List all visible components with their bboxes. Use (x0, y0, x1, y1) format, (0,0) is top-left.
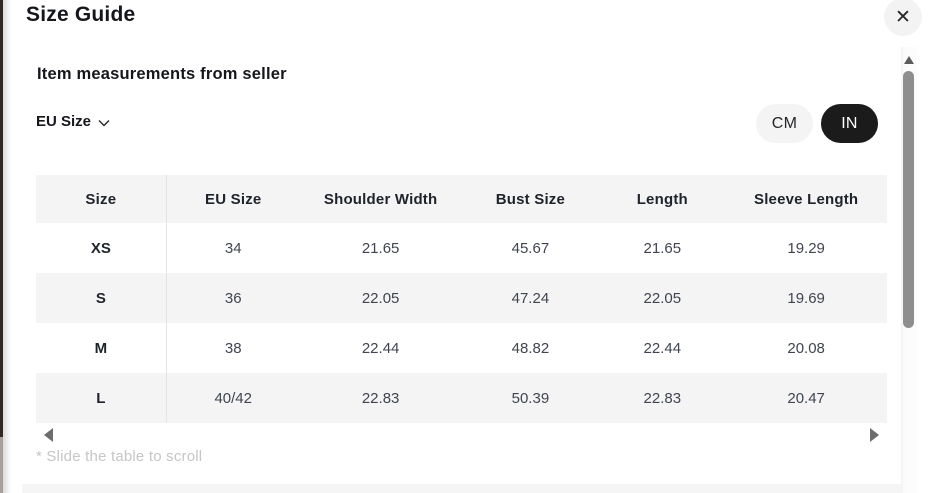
cell-eu-size: 40/42 (214, 389, 252, 407)
cell-sleeve-length: 19.29 (787, 239, 825, 257)
cell-bust-size: 48.82 (511, 339, 550, 357)
column-header-eu-size: EU Size (205, 190, 262, 208)
cell-bust-size: 47.24 (511, 289, 550, 307)
table-horizontal-scroll (36, 425, 887, 445)
size-system-dropdown[interactable]: EU Size (36, 113, 110, 130)
scroll-hint-text: * Slide the table to scroll (36, 448, 203, 465)
vertical-scrollbar[interactable] (901, 47, 917, 493)
cell-eu-size: 34 (224, 239, 242, 257)
cell-shoulder-width: 22.83 (361, 389, 400, 407)
cell-sleeve-length: 20.08 (787, 339, 825, 357)
size-table: Size EU Size Shoulder Width Bust Size Le… (36, 175, 887, 423)
page-backdrop-edge-lower (0, 437, 3, 493)
cell-sleeve-length: 19.69 (787, 289, 825, 307)
cell-shoulder-width: 21.65 (361, 239, 400, 257)
cm-toggle-button[interactable]: CM (756, 104, 813, 143)
cell-length: 22.05 (643, 289, 682, 307)
close-button[interactable]: ✕ (884, 0, 922, 36)
cell-length: 22.83 (643, 389, 682, 407)
cell-eu-size: 36 (224, 289, 242, 307)
cell-size: XS (36, 223, 167, 273)
cell-sleeve-length: 20.47 (787, 389, 825, 407)
table-row-s: S 36 22.05 47.24 22.05 19.69 (36, 273, 887, 323)
table-row-l: L 40/42 22.83 50.39 22.83 20.47 (36, 373, 887, 423)
in-toggle-button[interactable]: IN (821, 104, 878, 143)
cell-size: S (36, 273, 167, 323)
cell-bust-size: 45.67 (511, 239, 550, 257)
scroll-up-icon[interactable] (904, 56, 914, 64)
size-system-label: EU Size (36, 113, 92, 130)
next-section-edge (22, 484, 901, 493)
column-header-bust-size: Bust Size (495, 190, 566, 208)
table-row-m: M 38 22.44 48.82 22.44 20.08 (36, 323, 887, 373)
column-header-length: Length (636, 190, 688, 208)
cell-length: 22.44 (643, 339, 682, 357)
column-header-size: Size (36, 175, 167, 223)
chevron-down-icon (98, 119, 110, 126)
close-icon: ✕ (895, 6, 911, 28)
scroll-left-icon[interactable] (44, 428, 53, 442)
scrollbar-thumb[interactable] (903, 71, 914, 328)
modal-left-shadow (3, 0, 11, 493)
cell-bust-size: 50.39 (511, 389, 550, 407)
cell-shoulder-width: 22.05 (361, 289, 400, 307)
cell-shoulder-width: 22.44 (361, 339, 400, 357)
table-header-row: Size EU Size Shoulder Width Bust Size Le… (36, 175, 887, 223)
cell-size: L (36, 373, 167, 423)
scroll-right-icon[interactable] (870, 428, 879, 442)
cell-eu-size: 38 (224, 339, 242, 357)
table-row-xs: XS 34 21.65 45.67 21.65 19.29 (36, 223, 887, 273)
column-header-sleeve-length: Sleeve Length (753, 190, 859, 208)
unit-toggle: CM IN (756, 104, 878, 143)
cell-size: M (36, 323, 167, 373)
page-title: Size Guide (26, 3, 136, 26)
column-header-shoulder-width: Shoulder Width (323, 190, 438, 208)
page-backdrop-edge (0, 0, 3, 437)
section-heading: Item measurements from seller (37, 65, 287, 83)
cell-length: 21.65 (643, 239, 682, 257)
